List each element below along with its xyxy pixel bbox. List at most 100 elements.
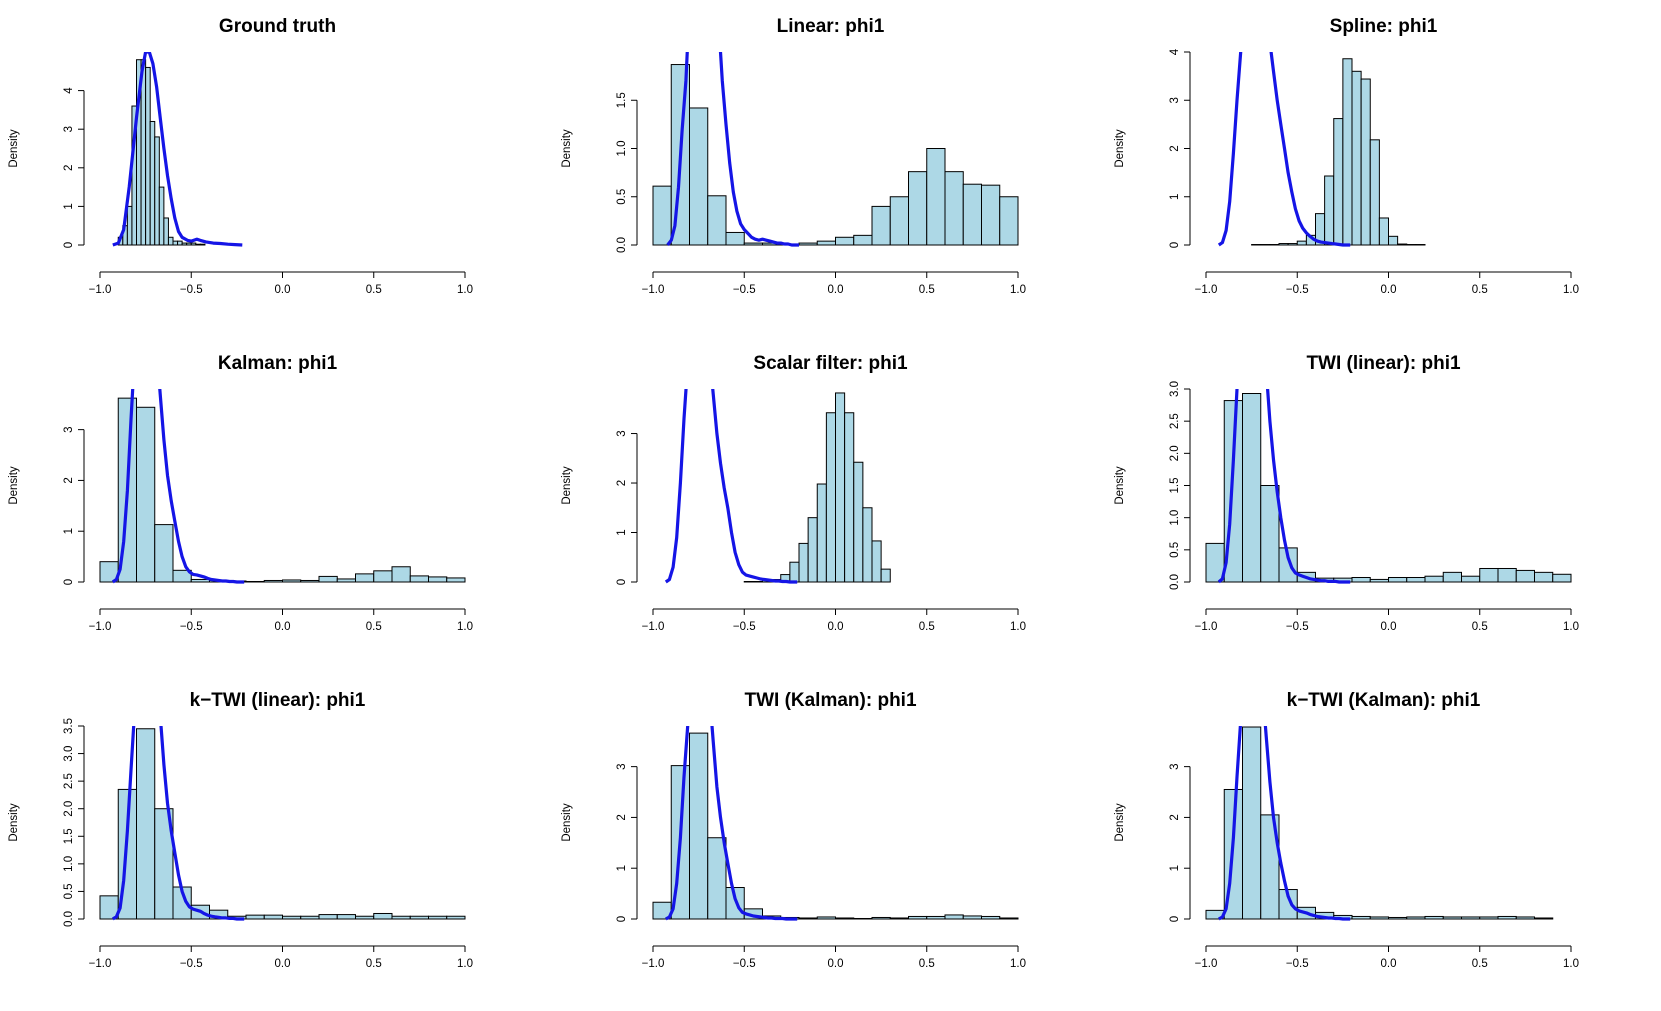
histogram-bar <box>1260 485 1280 583</box>
histogram-bar <box>1552 573 1572 583</box>
histogram-bar <box>336 914 356 920</box>
y-tick-label: 1 <box>1169 194 1181 200</box>
panel-linear: Linear: phi1 Density −1.0 −0.5 0.0 0.5 1.0 0.… <box>553 0 1106 337</box>
histogram-bar <box>373 912 393 920</box>
histogram-bar <box>1351 915 1371 920</box>
histogram-bar <box>1515 916 1535 920</box>
histogram-bar <box>926 148 946 246</box>
x-tick-label: 1.0 <box>1010 284 1026 296</box>
histogram-bar <box>145 66 151 246</box>
histogram-bar <box>725 231 745 246</box>
panel-spline: Spline: phi1 Density −1.0 −0.5 0.0 0.5 1.0 0 1… <box>1106 0 1659 337</box>
histogram-bar <box>789 561 800 583</box>
y-tick-label: 4 <box>63 87 75 94</box>
histogram-bar <box>1388 916 1408 920</box>
histogram-bar <box>172 569 192 583</box>
x-tick-label: 0.0 <box>275 958 291 970</box>
histogram-bar <box>1369 578 1389 583</box>
histogram-bar <box>136 728 156 920</box>
histogram-bar <box>816 483 827 583</box>
histogram-bar <box>373 570 393 583</box>
chart-title: TWI (linear): phi1 <box>1306 353 1461 374</box>
plot-area: −1.0 −0.5 0.0 0.5 1.0 0 1 2 3 <box>63 389 473 633</box>
histogram-bar <box>318 914 338 920</box>
histogram-bar <box>1378 217 1389 246</box>
histogram-bar <box>1351 70 1362 246</box>
histogram-bar <box>186 242 192 246</box>
x-tick-label: −0.5 <box>1286 958 1309 970</box>
x-tick-label: −1.0 <box>642 284 665 296</box>
x-tick-label: 0.5 <box>366 958 382 970</box>
histogram-bar <box>944 914 964 920</box>
histogram-bar <box>195 243 201 246</box>
x-tick-label: 1.0 <box>457 621 473 633</box>
histogram-bar <box>689 107 709 246</box>
histogram-bar <box>1324 175 1335 246</box>
panel-scalar-filter: Scalar filter: phi1 Density −1.0 −0.5 0.0 0… <box>553 337 1106 674</box>
chart-svg: TWI (linear): phi1 Density −1.0 −0.5 0.0 0.… <box>1114 353 1579 633</box>
histogram-bar <box>889 196 909 246</box>
chart-svg: Ground truth Density −1.0 −0.5 0.0 0.5 1.0 0 1… <box>8 16 473 296</box>
y-axis-label: Density <box>561 466 573 505</box>
x-tick-label: −0.5 <box>733 958 756 970</box>
histogram-bar <box>1497 567 1517 583</box>
y-tick-label: 2 <box>1169 814 1181 820</box>
histogram-bar <box>336 578 356 583</box>
histogram-bar <box>689 732 709 920</box>
panel-k-twi-kalman: k−TWI (Kalman): phi1 Density −1.0 −0.5 0.0… <box>1106 674 1659 1011</box>
x-tick-label: −0.5 <box>180 958 203 970</box>
y-tick-label: 3.0 <box>63 746 75 762</box>
histogram-bar <box>871 916 891 920</box>
chart-svg: Spline: phi1 Density −1.0 −0.5 0.0 0.5 1.0 0 1… <box>1114 16 1579 296</box>
histogram-bar <box>835 392 846 583</box>
chart-svg: TWI (Kalman): phi1 Density −1.0 −0.5 0.0 0.… <box>561 690 1026 970</box>
y-tick-label: 3 <box>63 126 75 132</box>
x-tick-label: −1.0 <box>642 958 665 970</box>
y-tick-label: 0.5 <box>63 883 75 899</box>
histogram-bar <box>154 136 160 246</box>
histogram-bar <box>1388 235 1399 246</box>
histogram-bar <box>245 914 265 920</box>
y-tick-label: 2.5 <box>63 773 75 789</box>
x-tick-label: 1.0 <box>1563 958 1579 970</box>
histogram-bar <box>844 412 855 583</box>
y-tick-label: 0.0 <box>1169 574 1181 590</box>
x-tick-label: 1.0 <box>1563 284 1579 296</box>
y-tick-label: 0 <box>63 579 75 585</box>
plot-area: −1.0 −0.5 0.0 0.5 1.0 0 1 2 3 <box>1169 726 1579 970</box>
y-axis-label: Density <box>8 466 20 505</box>
y-tick-label: 3 <box>616 763 628 769</box>
histogram-bar <box>1534 917 1554 920</box>
panel-k-twi-linear: k−TWI (linear): phi1 Density −1.0 −0.5 0.0… <box>0 674 553 1011</box>
histogram-bar <box>1333 118 1344 246</box>
plot-area: −1.0 −0.5 0.0 0.5 1.0 0.0 0.5 1.0 1.5 2.0 2.5 3.0 3.… <box>63 718 473 970</box>
histogram-bar <box>880 568 891 583</box>
y-tick-label: 2.5 <box>1169 413 1181 429</box>
y-tick-label: 1 <box>616 865 628 871</box>
density-curve <box>112 52 243 247</box>
y-tick-label: 2 <box>63 477 75 483</box>
chart-svg: Linear: phi1 Density −1.0 −0.5 0.0 0.5 1.0 0.… <box>561 16 1026 296</box>
y-tick-label: 0 <box>1169 242 1181 248</box>
y-tick-label: 1.5 <box>63 828 75 844</box>
histogram-bar <box>1442 571 1462 583</box>
chart-title: k−TWI (linear): phi1 <box>190 690 366 711</box>
histogram-bar <box>136 406 156 583</box>
x-tick-label: 1.0 <box>457 958 473 970</box>
panel-twi-kalman: TWI (Kalman): phi1 Density −1.0 −0.5 0.0 0.… <box>553 674 1106 1011</box>
histogram-bar <box>1360 78 1371 246</box>
x-tick-label: 0.0 <box>1381 958 1397 970</box>
chart-title: TWI (Kalman): phi1 <box>744 690 916 711</box>
histogram-bar <box>1406 916 1426 920</box>
histogram-bar <box>908 915 928 920</box>
histogram-bar <box>181 242 188 246</box>
histogram-bar <box>391 566 411 583</box>
histogram-bar <box>1479 916 1499 920</box>
x-tick-label: 0.0 <box>1381 621 1397 633</box>
histogram-bar <box>154 524 174 583</box>
histogram-bar <box>1461 575 1481 583</box>
histogram-bar <box>1515 569 1535 583</box>
y-tick-label: 1 <box>63 203 75 209</box>
y-tick-label: 2.0 <box>63 801 75 817</box>
